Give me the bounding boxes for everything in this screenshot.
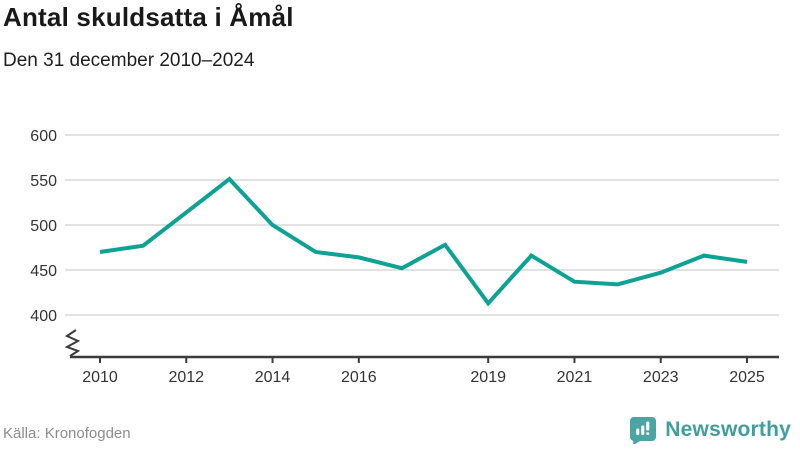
newsworthy-logo-icon	[630, 417, 657, 444]
bar-small	[636, 428, 640, 435]
x-tick-label: 2014	[255, 369, 291, 386]
y-tick-label: 500	[30, 218, 57, 235]
exclamation-bar	[646, 421, 650, 431]
bar-medium	[641, 425, 645, 435]
x-tick-label: 2012	[168, 369, 204, 386]
y-tick-label: 550	[30, 173, 57, 190]
x-tick-label: 2025	[729, 369, 765, 386]
x-tick-label: 2016	[341, 369, 377, 386]
axis-break-icon	[64, 329, 81, 357]
line-chart: 400 450 500 550 600 2010 2012 2014 2016 2019 2021…	[30, 128, 779, 386]
x-tick-label: 2021	[557, 369, 593, 386]
y-tick-label: 450	[30, 263, 57, 280]
x-tick-label: 2023	[643, 369, 679, 386]
chart-header: Antal skuldsatta i Åmål Den 31 december …	[3, 2, 294, 72]
chart-subtitle: Den 31 december 2010–2024	[3, 50, 255, 71]
x-tick-label: 2019	[470, 369, 506, 386]
source-label: Källa: Kronofogden	[3, 425, 131, 442]
y-tick-label: 600	[30, 128, 57, 145]
x-tick-label: 2010	[82, 369, 118, 386]
newsworthy-brand: Newsworthy	[629, 416, 791, 444]
data-line	[99, 176, 748, 307]
brand-name-label: Newsworthy	[665, 418, 791, 441]
chart-title: Antal skuldsatta i Åmål	[3, 2, 294, 32]
exclamation-dot	[646, 432, 650, 435]
y-tick-label: 400	[30, 308, 57, 325]
chart-footer: Källa: Kronofogden Newsworthy	[0, 410, 800, 450]
